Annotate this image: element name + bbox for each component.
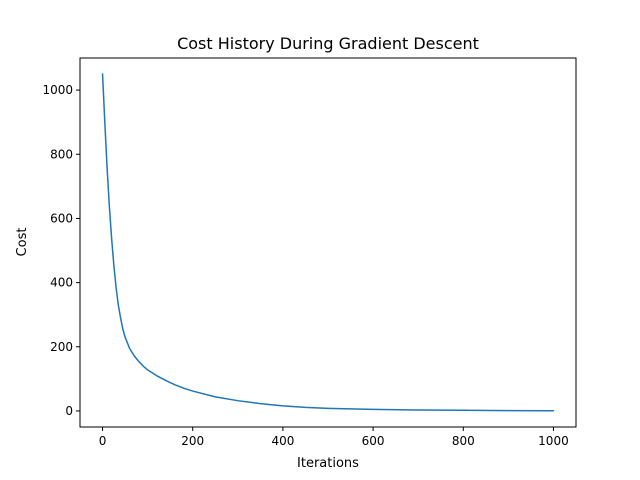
x-tick-label: 0 bbox=[99, 434, 107, 448]
y-axis-label: Cost bbox=[15, 228, 30, 257]
plot-area bbox=[101, 73, 555, 412]
x-tick-label: 600 bbox=[362, 434, 385, 448]
plot-frame bbox=[79, 57, 577, 428]
y-tick-label: 1000 bbox=[42, 83, 73, 97]
y-tick-label: 800 bbox=[50, 147, 73, 161]
x-tick-label: 800 bbox=[452, 434, 475, 448]
y-tick-label: 600 bbox=[50, 211, 73, 225]
x-tick-label: 400 bbox=[271, 434, 294, 448]
axis-ticks: 0 200 400 600 800 1000 0 200 400 600 800 1000 bbox=[42, 83, 568, 448]
x-tick-label: 1000 bbox=[538, 434, 569, 448]
y-tick-label: 0 bbox=[65, 404, 73, 418]
y-tick-label: 200 bbox=[50, 340, 73, 354]
y-tick-label: 400 bbox=[50, 276, 73, 290]
chart-title: Cost History During Gradient Descent bbox=[177, 34, 479, 53]
x-tick-label: 200 bbox=[181, 434, 204, 448]
x-axis-label: Iterations bbox=[297, 456, 359, 471]
cost-series-line bbox=[101, 73, 555, 412]
